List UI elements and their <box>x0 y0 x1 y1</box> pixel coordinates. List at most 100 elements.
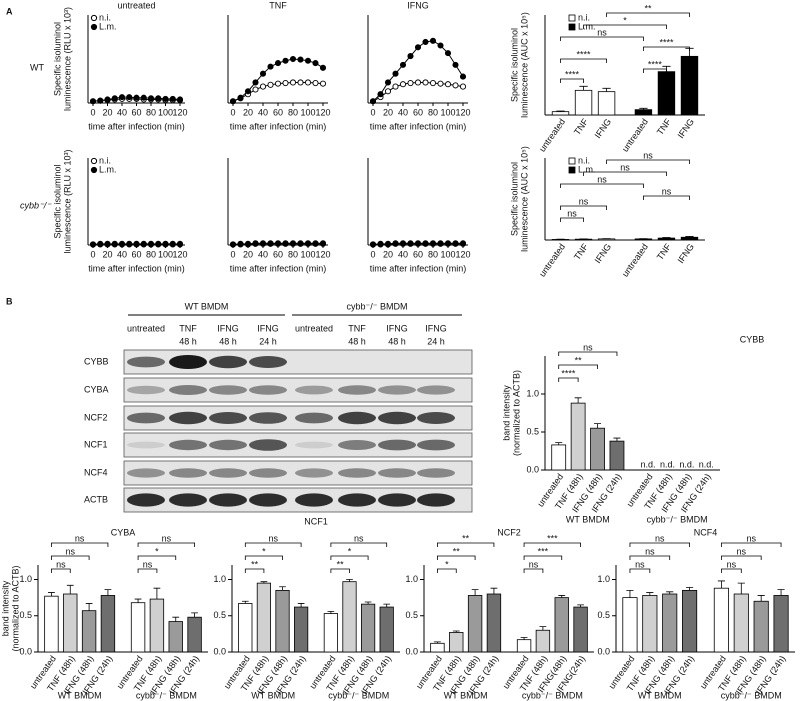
significance-label: *** <box>547 533 558 543</box>
blot-band <box>127 468 165 478</box>
data-point <box>444 81 452 88</box>
row-label: WT <box>30 62 44 72</box>
data-point <box>407 53 414 60</box>
data-point <box>304 79 312 86</box>
blot-band <box>295 385 333 395</box>
lane-label: untreated <box>127 323 165 333</box>
lane-label: 24 h <box>259 336 277 346</box>
legend-label: L.m. <box>99 164 117 174</box>
data-point <box>369 98 377 105</box>
significance-bracket <box>558 364 598 369</box>
lane-label: 24 h <box>427 336 445 346</box>
error-bar <box>639 107 648 110</box>
x-tick-label: 0 <box>370 249 375 259</box>
error-bar <box>260 581 268 584</box>
error-bar <box>48 592 55 597</box>
significance-bracket <box>51 555 90 560</box>
data-point <box>126 94 133 101</box>
significance-bracket <box>583 171 667 176</box>
blot-band <box>127 493 165 507</box>
data-point <box>319 64 327 71</box>
chart-title: CYBB <box>740 334 765 344</box>
legend-label: L.m. <box>99 21 117 31</box>
significance-bracket <box>244 568 265 573</box>
error-bar <box>686 587 694 591</box>
y-axis-label: (normalized to ACTB) <box>511 370 521 456</box>
data-point <box>414 79 422 86</box>
error-bar <box>471 589 479 596</box>
blot-band <box>209 355 247 369</box>
blot-band <box>338 440 376 450</box>
x-tick-label: 100 <box>158 107 173 117</box>
significance-label: **** <box>565 69 580 79</box>
significance-label: * <box>445 559 449 569</box>
blot-band <box>417 412 455 424</box>
legend-marker <box>90 23 98 31</box>
significance-bracket <box>137 568 158 573</box>
bar <box>342 581 357 653</box>
data-point <box>377 240 384 247</box>
error-bar <box>556 110 565 112</box>
data-point <box>237 94 244 101</box>
blot-band <box>378 468 416 478</box>
significance-bracket <box>558 377 579 382</box>
data-point <box>437 80 444 87</box>
data-point <box>118 240 126 247</box>
x-tick-label: 100 <box>158 249 173 259</box>
blot-band <box>417 439 455 451</box>
error-bar <box>134 598 142 603</box>
data-point <box>282 240 289 247</box>
bar <box>733 593 749 653</box>
blot-band <box>127 356 165 368</box>
bar <box>430 642 445 653</box>
significance-bracket <box>560 36 644 41</box>
blot-band <box>169 439 207 451</box>
significance-label: ** <box>462 533 470 543</box>
data-point <box>384 240 392 247</box>
blot-band <box>209 493 247 507</box>
panel-label: B <box>6 296 13 306</box>
x-tick-label: 20 <box>102 107 112 117</box>
data-point <box>237 240 244 247</box>
x-axis-label: time after infection (min) <box>230 263 327 273</box>
y-tick-label: 0.5 <box>19 610 32 620</box>
data-point <box>289 240 297 247</box>
significance-bracket <box>558 351 618 356</box>
group-label: cybb⁻/⁻ BMDM <box>522 690 583 700</box>
data-point <box>407 80 414 87</box>
data-point <box>169 240 176 247</box>
significance-label: ns <box>643 150 653 160</box>
significance-label: ns <box>56 559 66 569</box>
significance-label: ns <box>529 559 539 569</box>
x-tick-label: untreated <box>620 117 650 154</box>
bar <box>622 597 638 653</box>
data-point <box>111 95 118 102</box>
group-label: WT BMDM <box>58 690 102 700</box>
bar <box>275 589 290 653</box>
chart-title: TNF <box>269 0 287 10</box>
data-point <box>133 94 140 101</box>
error-bar <box>574 397 582 404</box>
x-tick-label: TNF <box>655 116 674 136</box>
bar <box>597 91 616 116</box>
x-tick-label: 40 <box>258 107 268 117</box>
x-tick-label: 100 <box>440 249 455 259</box>
panel-label: A <box>6 6 13 16</box>
significance-bracket <box>560 58 607 63</box>
data-point <box>459 240 467 247</box>
data-point <box>274 240 282 247</box>
blot-band <box>295 412 333 424</box>
significance-label: **** <box>561 368 576 378</box>
data-point <box>252 240 259 247</box>
x-tick-label: 60 <box>413 107 423 117</box>
significance-label: ns <box>597 174 607 184</box>
group-label: cybb⁻/⁻ BMDM <box>328 690 389 700</box>
blot-band <box>209 439 247 451</box>
significance-bracket <box>629 542 690 547</box>
blot-band <box>249 468 287 478</box>
protein-label: NCF2 <box>84 412 108 422</box>
value-label: n.d. <box>660 459 675 469</box>
y-tick-label: 0.0 <box>19 646 32 656</box>
error-bar <box>685 236 694 238</box>
